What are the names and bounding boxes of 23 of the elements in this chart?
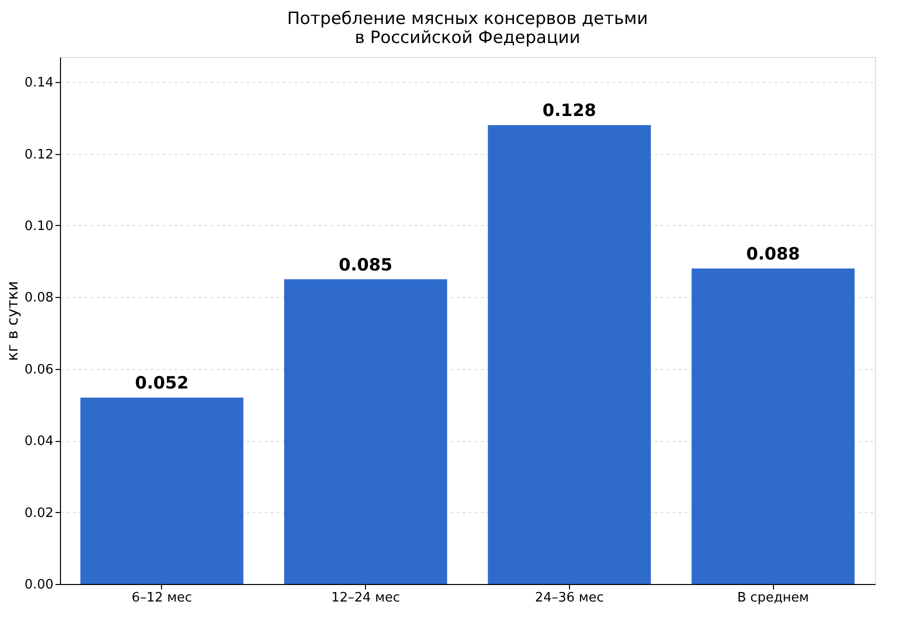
- y-tick-label: 0.06: [24, 362, 54, 378]
- y-tick-label: 0.14: [24, 76, 54, 91]
- x-tick-label: 12–24 мес: [331, 590, 400, 606]
- y-tick-label: 0.12: [24, 147, 54, 162]
- bar: [80, 398, 244, 584]
- y-tick-label: 0.10: [24, 218, 54, 234]
- x-tick-label: 24–36 мес: [535, 590, 604, 606]
- data-label: 0.052: [134, 374, 189, 394]
- y-tick-label: 0.08: [24, 290, 54, 306]
- bar: [488, 125, 651, 584]
- y-tick-label: 0.02: [24, 506, 54, 521]
- y-tick-label: 0.00: [24, 578, 54, 592]
- x-tick-label: В среднем: [737, 590, 809, 606]
- x-tick-label: 6–12 мес: [132, 590, 192, 606]
- bar: [284, 279, 448, 584]
- y-tick-label: 0.04: [24, 434, 54, 450]
- data-label: 0.088: [746, 244, 800, 265]
- data-label: 0.128: [542, 101, 596, 122]
- text: Потребление мясных консервов детьми: [287, 9, 648, 29]
- bar: [692, 268, 855, 584]
- data-label: 0.085: [338, 255, 393, 276]
- y-axis-title: кг в сутки: [4, 281, 22, 361]
- text: в Российской Федерации: [354, 28, 580, 48]
